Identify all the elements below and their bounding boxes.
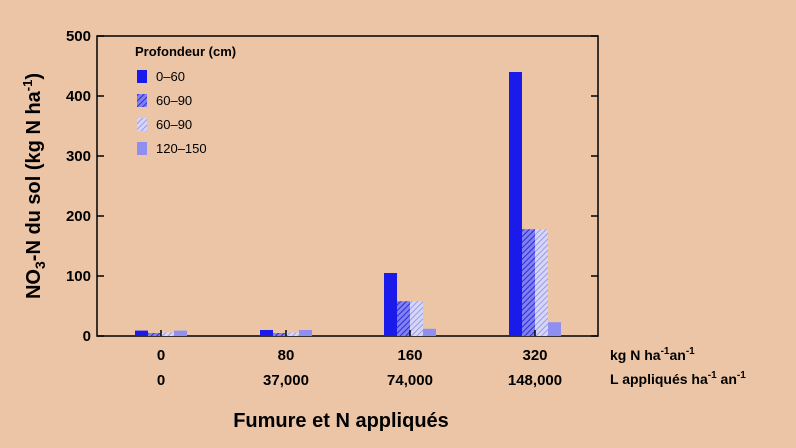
bar [384, 273, 397, 336]
legend: Profondeur (cm) 0–60 60–90 60–90 120–150 [135, 44, 236, 156]
bar [410, 301, 423, 336]
bar [535, 229, 548, 336]
y-tick-label: 100 [66, 268, 91, 285]
x-tick-label-secondary: 74,000 [387, 372, 433, 389]
y-tick-label: 200 [66, 208, 91, 225]
bar [161, 332, 174, 336]
bar [273, 333, 286, 336]
y-tick-label: 300 [66, 148, 91, 165]
bar [423, 328, 436, 336]
x-axis: 0 0 80 37,000 160 74,000 320 148,000 [157, 330, 562, 389]
bar [397, 301, 410, 336]
x-axis-label: Fumure et N appliqués [233, 410, 449, 432]
y-tick-label: 400 [66, 88, 91, 105]
legend-swatch [137, 118, 147, 131]
bar [299, 330, 312, 336]
unit-primary: kg N ha-1an-1 [610, 346, 695, 363]
legend-label: 0–60 [156, 69, 185, 84]
y-axis-label: NO3-N du sol (kg N ha-1) [20, 73, 48, 299]
y-axis: 0 100 200 300 400 500 [66, 28, 598, 345]
x-tick-label: 320 [522, 347, 547, 364]
bar [148, 333, 161, 336]
legend-label: 60–90 [156, 117, 192, 132]
legend-swatch [137, 142, 147, 155]
x-tick-label: 160 [397, 347, 422, 364]
bars [135, 72, 561, 336]
bar [135, 330, 148, 336]
legend-label: 120–150 [156, 141, 207, 156]
x-tick-label-secondary: 37,000 [263, 372, 309, 389]
ylabel-sub: 3 [32, 261, 48, 269]
bar [548, 322, 561, 336]
plot-area [96, 35, 599, 337]
ylabel-mid: -N du sol (kg N ha [23, 90, 45, 261]
bar [260, 330, 273, 336]
ylabel-pre: NO [23, 269, 45, 299]
bar [286, 332, 299, 336]
bar [509, 72, 522, 336]
x-tick-label-secondary: 0 [157, 372, 165, 389]
x-tick-label-secondary: 148,000 [508, 372, 562, 389]
legend-title: Profondeur (cm) [135, 44, 236, 59]
legend-swatch [137, 70, 147, 83]
legend-label: 60–90 [156, 93, 192, 108]
ylabel-post: ) [23, 73, 45, 80]
ylabel-sup: -1 [20, 80, 35, 92]
x-tick-label: 80 [278, 347, 295, 364]
y-tick-label: 500 [66, 28, 91, 45]
y-tick-label: 0 [83, 328, 91, 345]
x-tick-label: 0 [157, 347, 165, 364]
unit-secondary: L appliqués ha-1 an-1 [610, 370, 746, 387]
bar [522, 229, 535, 336]
bar [174, 330, 187, 336]
legend-swatch [137, 94, 147, 107]
